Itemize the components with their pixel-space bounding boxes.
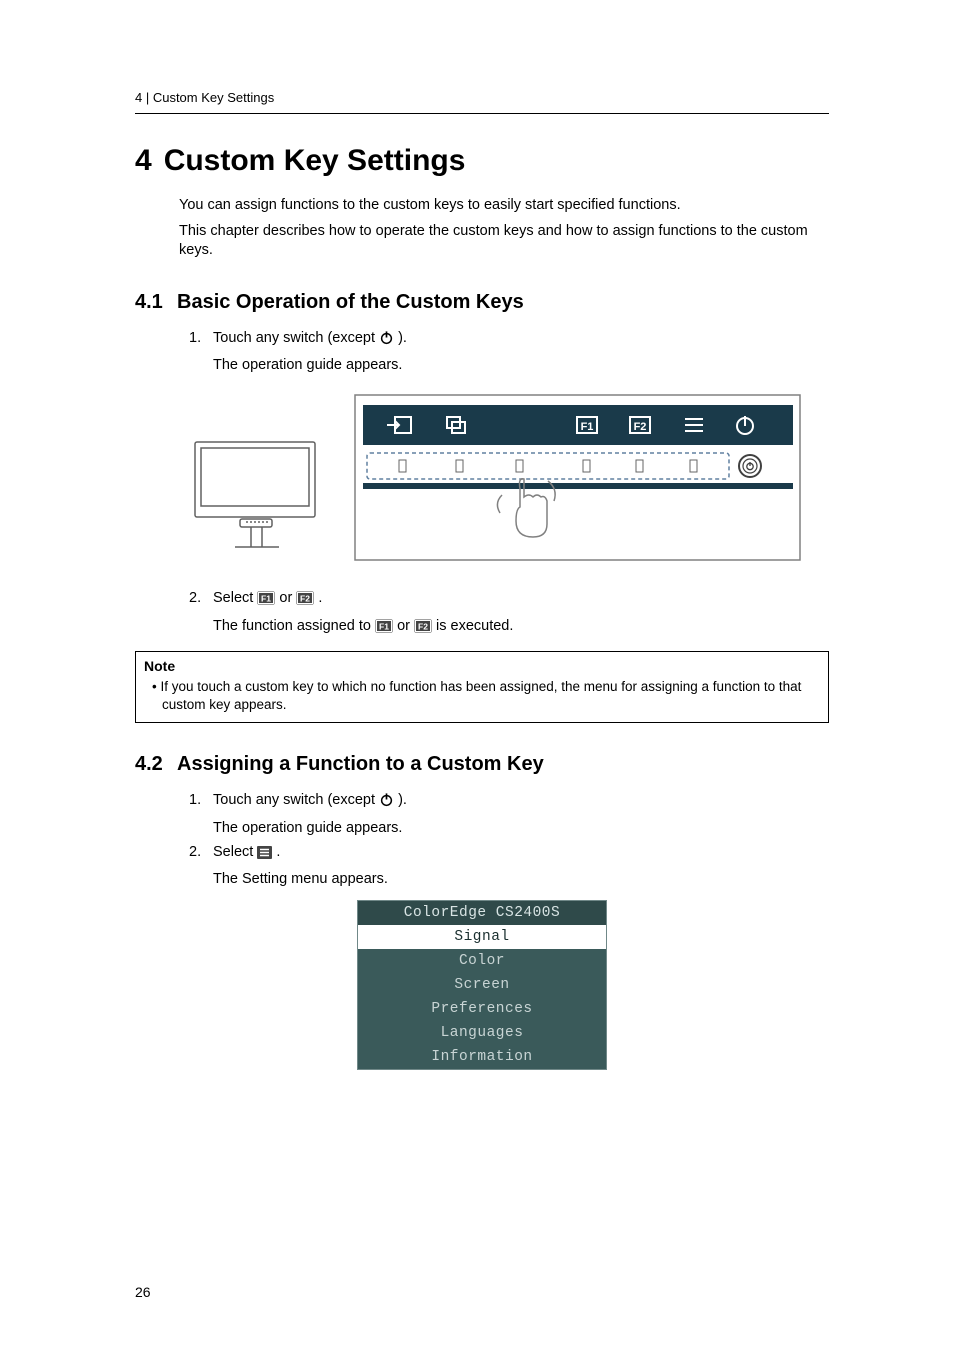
note-box: Note • If you touch a custom key to whic… (135, 651, 829, 723)
text-frag: ). (398, 330, 407, 346)
svg-text:F2: F2 (634, 421, 647, 433)
section-title: Assigning a Function to a Custom Key (177, 753, 544, 776)
note-title: Note (144, 658, 820, 674)
list-number: 2. (189, 588, 207, 611)
f1-icon: F1 (375, 619, 393, 639)
power-icon (379, 330, 394, 351)
osd-item-preferences[interactable]: Preferences (358, 997, 606, 1021)
f2-icon: F2 (414, 619, 432, 639)
list-item: 1. Touch any switch (except ). (189, 328, 829, 351)
running-header: 4 | Custom Key Settings (135, 90, 829, 114)
list-subtext: The operation guide appears. (213, 355, 829, 375)
chapter-intro-2: This chapter describes how to operate th… (179, 222, 829, 261)
list-text: Touch any switch (except ). (213, 328, 829, 351)
list-item: 2. Select . (189, 842, 829, 865)
ordered-list: 1. Touch any switch (except ). (189, 790, 829, 813)
section-heading: 4.1 Basic Operation of the Custom Keys (135, 291, 829, 314)
text-frag: . (318, 590, 322, 606)
text-frag: is executed. (436, 618, 513, 634)
ordered-list: 1. Touch any switch (except ). (189, 328, 829, 351)
osd-item-information[interactable]: Information (358, 1045, 606, 1069)
menu-icon (257, 845, 272, 865)
list-number: 1. (189, 328, 207, 351)
osd-title: ColorEdge CS2400S (358, 901, 606, 925)
section-heading: 4.2 Assigning a Function to a Custom Key (135, 753, 829, 776)
list-text: Select . (213, 842, 829, 865)
list-item: 2. Select F1 or F2 . (189, 588, 829, 611)
chapter-heading: 4 Custom Key Settings (135, 144, 829, 178)
list-number: 1. (189, 790, 207, 813)
osd-menu: ColorEdge CS2400S Signal Color Screen Pr… (357, 900, 607, 1070)
power-button-physical (739, 455, 761, 477)
chapter-title: Custom Key Settings (164, 144, 466, 178)
text-frag: Select (213, 590, 257, 606)
list-number: 2. (189, 842, 207, 865)
chapter-number: 4 (135, 144, 152, 178)
text-frag: Touch any switch (except (213, 792, 379, 808)
text-frag: ). (398, 792, 407, 808)
section-number: 4.1 (135, 291, 167, 314)
osd-item-screen[interactable]: Screen (358, 973, 606, 997)
f2-icon: F2 (296, 591, 314, 611)
page-number: 26 (135, 1284, 151, 1300)
text-frag: Touch any switch (except (213, 330, 379, 346)
power-icon (379, 792, 394, 813)
section-number: 4.2 (135, 753, 167, 776)
ordered-list: 2. Select . (189, 842, 829, 865)
text-frag: . (276, 844, 280, 860)
svg-text:F1: F1 (581, 421, 594, 433)
text-frag: Select (213, 844, 257, 860)
svg-text:F1: F1 (261, 594, 271, 604)
list-subtext: The function assigned to F1 or F2 is exe… (213, 616, 829, 639)
f1-icon: F1 (257, 591, 275, 611)
ordered-list: 2. Select F1 or F2 . (189, 588, 829, 611)
list-item: 1. Touch any switch (except ). (189, 790, 829, 813)
list-text: Select F1 or F2 . (213, 588, 829, 611)
list-text: Touch any switch (except ). (213, 790, 829, 813)
osd-item-languages[interactable]: Languages (358, 1021, 606, 1045)
text-frag: or (397, 618, 414, 634)
note-body: • If you touch a custom key to which no … (144, 678, 820, 714)
chapter-intro-1: You can assign functions to the custom k… (179, 196, 829, 216)
svg-text:F2: F2 (300, 594, 310, 604)
osd-item-signal[interactable]: Signal (358, 925, 606, 949)
svg-text:F2: F2 (418, 621, 428, 631)
text-frag: The function assigned to (213, 618, 375, 634)
text-frag: or (279, 590, 296, 606)
list-subtext: The Setting menu appears. (213, 869, 829, 889)
osd-item-color[interactable]: Color (358, 949, 606, 973)
operation-guide-figure: F1 F2 (185, 387, 829, 572)
monitor-icon (195, 442, 315, 547)
list-subtext: The operation guide appears. (213, 818, 829, 838)
section-title: Basic Operation of the Custom Keys (177, 291, 524, 314)
svg-text:F1: F1 (379, 621, 389, 631)
